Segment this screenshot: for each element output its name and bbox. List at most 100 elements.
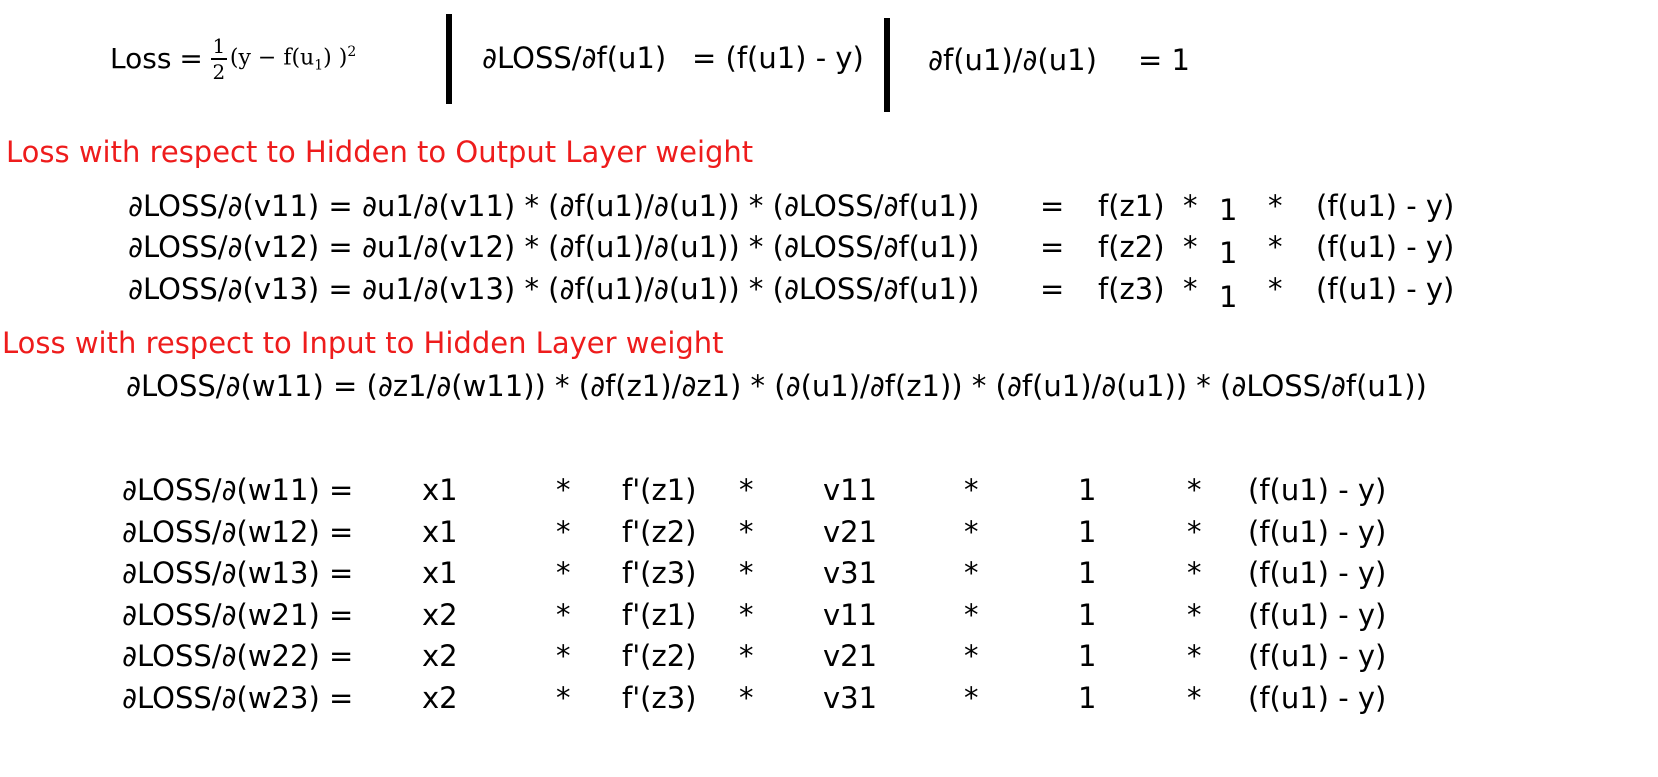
- input-row-lhs: ∂LOSS/∂(w13) =: [122, 556, 354, 590]
- loss-equals: =: [179, 42, 203, 75]
- input-row-one: 1: [1078, 515, 1097, 549]
- output-row-t2: 1: [1219, 193, 1238, 227]
- input-row-x: x1: [422, 473, 458, 507]
- loss-body-post: ) ): [323, 45, 348, 71]
- input-row-x: x1: [422, 515, 458, 549]
- output-row-t2: 1: [1219, 236, 1238, 270]
- input-row-v: v21: [823, 639, 878, 673]
- input-row-m2: *: [739, 473, 754, 507]
- chain-rule-w11: ∂LOSS/∂(w11) = (∂z1/∂(w11)) * (∂f(z1)/∂z…: [126, 369, 1427, 403]
- fraction-bar: [210, 58, 227, 60]
- input-row-lhs: ∂LOSS/∂(w23) =: [122, 681, 354, 715]
- input-row-m2: *: [739, 639, 754, 673]
- section2-heading: Loss with respect to Input to Hidden Lay…: [2, 326, 724, 360]
- input-weight-row: ∂LOSS/∂(w21) = x2 * f'(z1) * v11 * 1 * (f(u1) - y…: [0, 601, 1658, 641]
- output-row-m1: *: [1183, 230, 1198, 264]
- input-row-fp: f'(z2): [622, 515, 697, 549]
- output-row-m2: *: [1268, 230, 1283, 264]
- input-row-lhs: ∂LOSS/∂(w11) =: [122, 473, 354, 507]
- input-row-m1: *: [556, 681, 571, 715]
- output-row-eq: =: [1040, 189, 1065, 223]
- input-row-tail: (f(u1) - y): [1248, 598, 1387, 632]
- input-row-m3: *: [964, 639, 979, 673]
- output-row-m1: *: [1183, 189, 1198, 223]
- input-row-lhs: ∂LOSS/∂(w21) =: [122, 598, 354, 632]
- input-row-m2: *: [739, 598, 754, 632]
- input-row-m1: *: [556, 598, 571, 632]
- input-row-m4: *: [1187, 681, 1202, 715]
- input-row-fp: f'(z1): [622, 598, 697, 632]
- input-row-fp: f'(z3): [622, 556, 697, 590]
- loss-numerator: 1: [212, 34, 226, 58]
- input-weight-row: ∂LOSS/∂(w13) = x1 * f'(z3) * v31 * 1 * (f(u1) - y…: [0, 559, 1658, 599]
- input-row-fp: f'(z3): [622, 681, 697, 715]
- output-row-t3: (f(u1) - y): [1316, 272, 1455, 306]
- input-row-m1: *: [556, 556, 571, 590]
- input-row-m1: *: [556, 473, 571, 507]
- output-row-t3: (f(u1) - y): [1316, 230, 1455, 264]
- input-row-one: 1: [1078, 639, 1097, 673]
- input-row-m4: *: [1187, 556, 1202, 590]
- output-row-t1: f(z3): [1098, 272, 1165, 306]
- input-row-m3: *: [964, 556, 979, 590]
- input-row-one: 1: [1078, 681, 1097, 715]
- input-row-one: 1: [1078, 556, 1097, 590]
- loss-body-pre: (y − f(u: [229, 45, 315, 71]
- output-row-m2: *: [1268, 272, 1283, 306]
- input-row-v: v31: [823, 681, 878, 715]
- loss-denominator: 2: [212, 60, 226, 84]
- output-weight-row: ∂LOSS/∂(v11) = ∂u1/∂(v11) * (∂f(u1)/∂(u1…: [0, 192, 1658, 232]
- input-row-m4: *: [1187, 515, 1202, 549]
- output-weight-row: ∂LOSS/∂(v13) = ∂u1/∂(v13) * (∂f(u1)/∂(u1…: [0, 275, 1658, 315]
- df-du-label: ∂f(u1)/∂(u1): [928, 43, 1097, 77]
- input-row-v: v21: [823, 515, 878, 549]
- loss-fraction: 1 2: [210, 34, 227, 84]
- input-row-m3: *: [964, 681, 979, 715]
- input-row-lhs: ∂LOSS/∂(w22) =: [122, 639, 354, 673]
- loss-body-exp: 2: [347, 44, 357, 61]
- loss-body-sub: 1: [314, 57, 324, 74]
- divider-1: [446, 14, 452, 104]
- input-row-m1: *: [556, 639, 571, 673]
- input-row-m2: *: [739, 681, 754, 715]
- input-weight-row: ∂LOSS/∂(w11) = x1 * f'(z1) * v11 * 1 * (f(u1) - y…: [0, 476, 1658, 516]
- input-row-one: 1: [1078, 598, 1097, 632]
- input-row-m1: *: [556, 515, 571, 549]
- output-row-t1: f(z2): [1098, 230, 1165, 264]
- input-row-x: x2: [422, 681, 458, 715]
- input-row-m3: *: [964, 515, 979, 549]
- output-row-t1: f(z1): [1098, 189, 1165, 223]
- output-weight-row: ∂LOSS/∂(v12) = ∂u1/∂(v12) * (∂f(u1)/∂(u1…: [0, 233, 1658, 273]
- input-row-lhs: ∂LOSS/∂(w12) =: [122, 515, 354, 549]
- output-row-eq: =: [1040, 272, 1065, 306]
- input-row-v: v11: [823, 598, 878, 632]
- input-row-x: x2: [422, 639, 458, 673]
- input-row-m4: *: [1187, 598, 1202, 632]
- output-row-eq: =: [1040, 230, 1065, 264]
- divider-2: [884, 18, 890, 112]
- input-row-v: v31: [823, 556, 878, 590]
- output-row-t3: (f(u1) - y): [1316, 189, 1455, 223]
- output-row-m1: *: [1183, 272, 1198, 306]
- input-weight-row: ∂LOSS/∂(w12) = x1 * f'(z2) * v21 * 1 * (f(u1) - y…: [0, 518, 1658, 558]
- loss-body: (y − f(u1) )2: [230, 45, 356, 73]
- input-row-m2: *: [739, 556, 754, 590]
- input-row-fp: f'(z1): [622, 473, 697, 507]
- input-row-fp: f'(z2): [622, 639, 697, 673]
- dloss-df-label: ∂LOSS/∂f(u1): [482, 41, 667, 75]
- input-row-m4: *: [1187, 473, 1202, 507]
- dloss-df-value: = (f(u1) - y): [692, 41, 864, 75]
- output-row-lhs: ∂LOSS/∂(v11) = ∂u1/∂(v11) * (∂f(u1)/∂(u1…: [128, 189, 980, 223]
- output-row-t2: 1: [1219, 280, 1238, 314]
- input-row-x: x1: [422, 556, 458, 590]
- input-row-tail: (f(u1) - y): [1248, 473, 1387, 507]
- df-du-value: = 1: [1138, 43, 1190, 77]
- input-row-m3: *: [964, 598, 979, 632]
- input-row-x: x2: [422, 598, 458, 632]
- input-row-tail: (f(u1) - y): [1248, 515, 1387, 549]
- input-row-m2: *: [739, 515, 754, 549]
- input-row-tail: (f(u1) - y): [1248, 681, 1387, 715]
- input-row-tail: (f(u1) - y): [1248, 639, 1387, 673]
- input-weight-row: ∂LOSS/∂(w22) = x2 * f'(z2) * v21 * 1 * (f(u1) - y…: [0, 642, 1658, 682]
- loss-label: Loss: [110, 42, 172, 75]
